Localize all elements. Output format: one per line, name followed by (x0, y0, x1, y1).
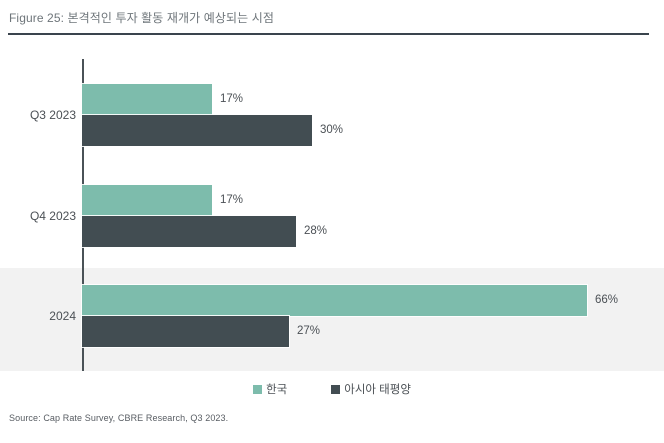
category-label: Q4 2023 (29, 209, 76, 223)
bar-한국-2024 (82, 285, 587, 316)
chart-legend: 한국 아시아 태평양 (0, 381, 664, 397)
title-rule (8, 33, 649, 35)
value-label: 17% (220, 93, 244, 105)
bar-아시아 태평양-2024 (82, 316, 289, 347)
bar-한국-Q4 2023 (82, 185, 212, 216)
legend-swatch-icon (253, 384, 263, 394)
bar-아시아 태평양-Q3 2023 (82, 115, 312, 146)
value-label: 30% (320, 124, 344, 136)
source-note: Source: Cap Rate Survey, CBRE Research, … (9, 413, 229, 423)
legend-swatch-icon (331, 384, 341, 394)
legend-label: 아시아 태평양 (344, 384, 411, 396)
legend-label: 한국 (266, 384, 288, 396)
category-label: 2024 (49, 309, 76, 323)
legend-item-한국: 한국 (253, 381, 287, 397)
category-label: Q3 2023 (29, 108, 76, 122)
bar-한국-Q3 2023 (82, 84, 212, 115)
value-label: 66% (595, 294, 619, 306)
legend-item-아시아 태평양: 아시아 태평양 (331, 381, 411, 397)
figure-title: Figure 25: 본격적인 투자 활동 재개가 예상되는 시점 (9, 11, 275, 25)
value-label: 17% (220, 194, 244, 206)
value-label: 28% (304, 225, 328, 237)
value-label: 27% (297, 325, 321, 337)
bar-아시아 태평양-Q4 2023 (82, 216, 296, 247)
